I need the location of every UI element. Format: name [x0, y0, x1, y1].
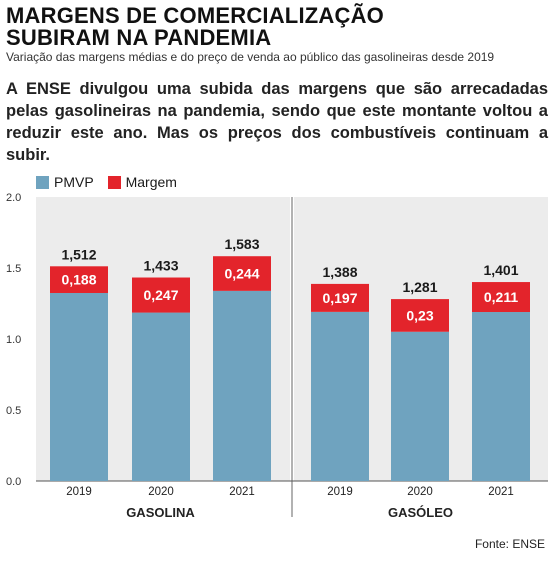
x-tick-label: 2020 [407, 486, 433, 498]
lead-paragraph: A ENSE divulgou uma subida das margens q… [6, 80, 548, 164]
x-tick-label: 2019 [327, 486, 353, 498]
bar-pmvp [472, 312, 530, 481]
bar-margem [213, 256, 271, 291]
bar-pmvp [213, 290, 271, 481]
legend-item-margem: Margem [107, 174, 177, 190]
x-tick-label: 2020 [148, 486, 174, 498]
margem-value-label: 0,188 [61, 272, 96, 288]
y-tick-label: 1.0 [6, 334, 21, 346]
bar-margem [50, 266, 108, 293]
legend-swatch-margem [107, 175, 121, 189]
bar-margem [472, 282, 530, 313]
total-value-label: 1,583 [224, 236, 259, 252]
y-tick-label: 0.5 [6, 405, 21, 417]
y-tick-label: 2.0 [6, 192, 21, 204]
group-label: GASÓLEO [388, 505, 453, 520]
x-tick-label: 2021 [229, 486, 255, 498]
total-value-label: 1,433 [143, 258, 178, 274]
bar-margem [132, 277, 190, 313]
legend-item-pmvp: PMVP [36, 174, 94, 190]
legend-swatch-pmvp [36, 175, 49, 189]
total-value-label: 1,388 [322, 264, 357, 280]
bar-pmvp [50, 292, 108, 481]
legend-label-pmvp: PMVP [54, 174, 94, 190]
x-tick-label: 2021 [488, 486, 514, 498]
bar-pmvp [311, 311, 369, 481]
total-value-label: 1,401 [483, 262, 518, 278]
y-tick-label: 0.0 [6, 476, 21, 488]
total-value-label: 1,512 [61, 246, 96, 262]
group-label: GASOLINA [126, 505, 195, 520]
total-value-label: 1,281 [402, 279, 437, 295]
margem-value-label: 0,197 [322, 290, 357, 306]
margem-value-label: 0,247 [143, 287, 178, 303]
title-line-1: MARGENS DE COMERCIALIZAÇÃO [6, 3, 384, 28]
margem-value-label: 0,211 [484, 289, 518, 305]
x-tick-label: 2019 [66, 486, 92, 498]
bar-margem [311, 283, 369, 312]
y-tick-label: 1.5 [6, 263, 21, 275]
legend-label-margem: Margem [125, 174, 177, 190]
bar-pmvp [132, 312, 190, 481]
bar-margem [391, 299, 449, 332]
chart-title: MARGENS DE COMERCIALIZAÇÃO SUBIRAM NA PA… [6, 5, 546, 49]
bar-pmvp [391, 331, 449, 481]
legend: PMVP Margem [36, 174, 187, 192]
title-line-2: SUBIRAM NA PANDEMIA [6, 25, 272, 50]
source-note: Fonte: ENSE [474, 537, 545, 551]
chart-subtitle: Variação das margens médias e do preço d… [6, 50, 495, 64]
margem-value-label: 0,244 [224, 266, 259, 282]
margem-value-label: 0,23 [406, 307, 433, 323]
